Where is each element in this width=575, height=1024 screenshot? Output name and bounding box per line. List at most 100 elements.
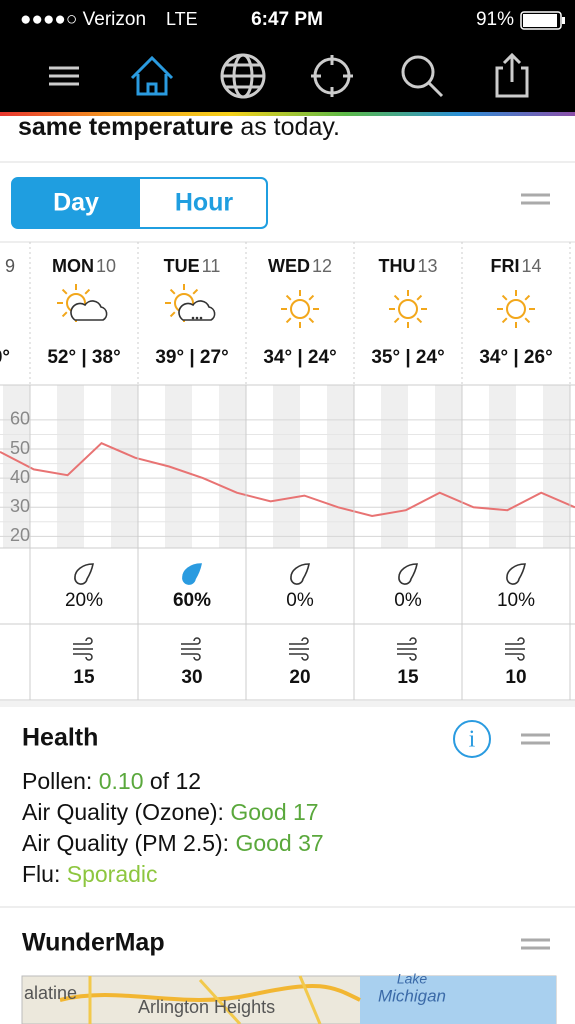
high-low: 35° | 24° [371, 347, 444, 368]
graph-stripe [219, 385, 246, 548]
high-low: 0° [0, 347, 10, 368]
rain-icon [74, 563, 94, 585]
day-name: WED [268, 256, 310, 276]
graph-stripe [3, 385, 30, 548]
map-label: alatine [24, 983, 77, 1003]
battery-icon [520, 11, 565, 30]
health-title: Health [22, 724, 98, 752]
day-header: MON 10 [52, 256, 116, 276]
wind-icon [505, 637, 525, 661]
search-button[interactable] [401, 55, 444, 98]
precip-chance: 0% [394, 590, 422, 611]
rain-icon [290, 563, 310, 585]
graph-stripe [489, 385, 516, 548]
high-low: 34° | 24° [263, 347, 336, 368]
svg-text:i: i [469, 727, 476, 753]
graph-stripe [381, 385, 408, 548]
day-name: FRI [490, 256, 519, 276]
health-value: 0.10 [99, 768, 144, 794]
hour-tab[interactable]: Hour [11, 177, 268, 229]
time: 6:47 PM [251, 9, 323, 30]
health-list: Pollen: 0.10 of 12 Air Quality (Ozone): G… [22, 768, 324, 887]
tab-label: Day [53, 189, 99, 217]
day-tab[interactable]: Day [12, 178, 140, 228]
map-label: Arlington Heights [138, 997, 275, 1017]
tab-label: Hour [175, 189, 234, 217]
high-low: 39° | 27° [155, 347, 228, 368]
y-tick-label: 60 [10, 409, 30, 429]
home-button[interactable] [130, 55, 174, 96]
map[interactable]: alatine Arlington Heights Lake Michigan [21, 971, 557, 1024]
day-header: WED 12 [268, 256, 332, 276]
temperature-line [0, 442, 575, 518]
wundermap-title: WunderMap [22, 929, 165, 957]
day-header: THU 13 [378, 256, 437, 276]
graph-stripe [435, 385, 462, 548]
top-bar [0, 0, 575, 114]
health-item: Air Quality (Ozone): Good 17 [22, 799, 319, 825]
drag-handle[interactable] [521, 938, 550, 950]
battery-level: 91% [476, 9, 514, 30]
wind-icon [397, 637, 417, 661]
health-item: Air Quality (PM 2.5): Good 37 [22, 830, 324, 856]
map-label: Michigan [378, 986, 446, 1005]
health-suffix: of 12 [143, 768, 201, 794]
wind-speed: 30 [181, 667, 202, 688]
day-date: 11 [202, 256, 221, 276]
graph-stripe [543, 385, 570, 548]
drag-handle[interactable] [521, 733, 550, 745]
day-date: 13 [417, 256, 437, 276]
day-date: 14 [521, 256, 541, 276]
y-tick-label: 20 [10, 525, 30, 545]
health-item: Flu: Sporadic [22, 861, 158, 887]
info-button[interactable]: i [453, 720, 491, 758]
globe-button[interactable] [220, 53, 266, 99]
precip-chance: 20% [65, 590, 103, 611]
health-value: Good 17 [230, 799, 318, 825]
wind-icon [289, 637, 309, 661]
day-date: 10 [96, 256, 116, 276]
sun-icon [165, 284, 216, 322]
y-tick-label: 30 [10, 496, 30, 516]
drag-handle[interactable] [521, 193, 550, 205]
y-tick-label: 40 [10, 467, 30, 487]
rain-icon [398, 563, 418, 585]
color-strip [0, 112, 575, 116]
health-label: Flu: [22, 861, 67, 887]
precip-chance: 0% [286, 590, 314, 611]
health-label: Air Quality (Ozone): [22, 799, 230, 825]
rain-icon [182, 563, 202, 585]
sun-icon [57, 284, 108, 322]
summary: same temperature as today. [18, 113, 340, 141]
day-date: 12 [312, 256, 332, 276]
precip-chance: 60% [173, 590, 211, 611]
graph-stripe [327, 385, 354, 548]
wind-speed: 10 [505, 667, 526, 688]
share-button[interactable] [495, 52, 529, 98]
high-low: 34° | 26° [479, 347, 552, 368]
sun-icon [497, 290, 535, 328]
graph-stripe [57, 385, 84, 548]
health-label: Air Quality (PM 2.5): [22, 830, 235, 856]
menu-button[interactable] [49, 66, 79, 86]
high-low: 52° | 38° [47, 347, 120, 368]
health-item: Pollen: 0.10 of 12 [22, 768, 201, 794]
map-label: Lake [397, 971, 428, 987]
rain-icon [506, 563, 526, 585]
wind-speed: 20 [289, 667, 310, 688]
day-header: TUE 11 [164, 256, 221, 276]
graph-stripe [111, 385, 138, 548]
day-header: FRI 14 [490, 256, 541, 276]
health-label: Pollen: [22, 768, 99, 794]
graph-stripe [273, 385, 300, 548]
day-date: 9 [5, 256, 15, 276]
precip-chance: 10% [497, 590, 535, 611]
health-value: Good 37 [235, 830, 323, 856]
sun-icon [281, 290, 319, 328]
health-value: Sporadic [67, 861, 158, 887]
day-name: THU [378, 256, 415, 276]
location-button[interactable] [311, 55, 353, 97]
y-tick-label: 50 [10, 438, 30, 458]
